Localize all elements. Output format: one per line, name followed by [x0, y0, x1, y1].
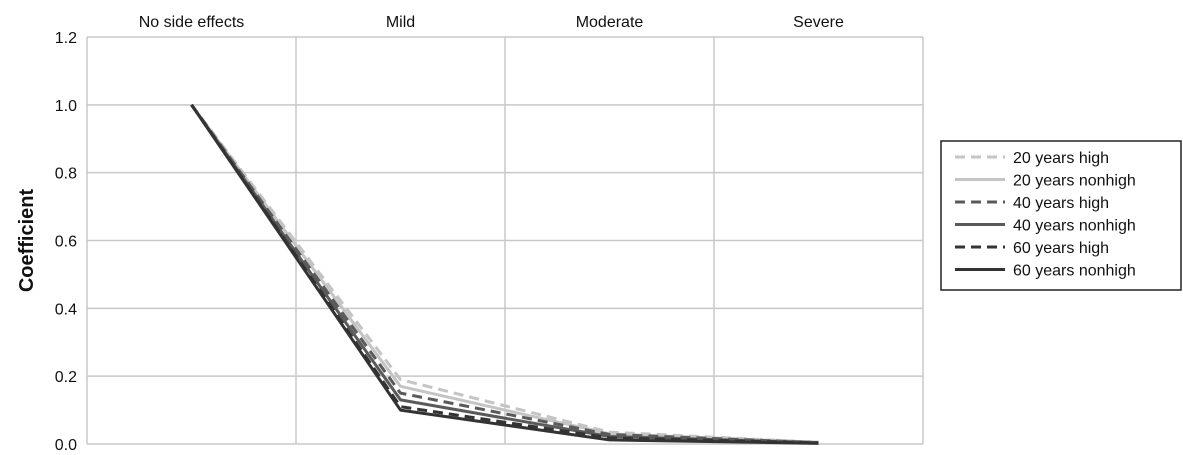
y-axis-label: Coefficient	[16, 188, 38, 292]
y-tick-label: 0.0	[55, 437, 77, 454]
grid	[86, 36, 924, 445]
y-tick-label: 0.6	[55, 234, 77, 251]
y-tick-label: 1.0	[55, 98, 77, 115]
category-label: Mild	[386, 14, 415, 31]
legend-label: 20 years high	[1013, 150, 1109, 167]
series-lines	[190, 103, 819, 445]
y-tick-label: 1.2	[55, 30, 77, 47]
legend: 20 years high 20 years nonhigh 40 years hi…	[940, 140, 1182, 291]
legend-label: 60 years nonhigh	[1013, 263, 1136, 280]
legend-label: 60 years high	[1013, 240, 1109, 257]
category-label: No side effects	[139, 14, 245, 31]
category-label: Moderate	[576, 14, 644, 31]
series-line	[190, 103, 819, 445]
series-line	[190, 103, 819, 445]
legend-box	[940, 140, 1182, 291]
axes: 0.0 0.2 0.4 0.6 0.8 1.0 1.2 No side effects Mild…	[55, 14, 844, 454]
category-label: Severe	[793, 14, 844, 31]
legend-label: 40 years nonhigh	[1013, 218, 1136, 235]
legend-label: 40 years high	[1013, 195, 1109, 212]
y-tick-label: 0.4	[55, 301, 77, 318]
y-tick-label: 0.2	[55, 369, 77, 386]
y-tick-label: 0.8	[55, 166, 77, 183]
legend-label: 20 years nonhigh	[1013, 173, 1136, 190]
